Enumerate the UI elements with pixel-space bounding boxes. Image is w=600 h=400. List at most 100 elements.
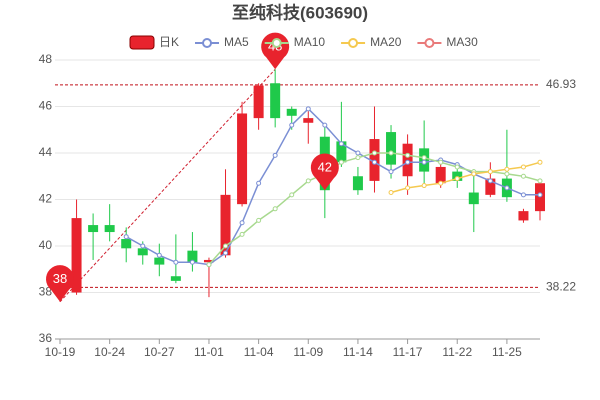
candle-body bbox=[468, 192, 479, 205]
candle-body bbox=[220, 194, 231, 256]
x-tick-label: 10-19 bbox=[45, 345, 76, 359]
candle-body bbox=[386, 132, 397, 165]
ma-point bbox=[223, 243, 229, 249]
ma-point bbox=[421, 159, 427, 165]
ma-point bbox=[537, 159, 543, 165]
candle-body bbox=[485, 178, 496, 195]
candle-body bbox=[352, 176, 363, 191]
candle-body bbox=[170, 276, 181, 281]
ma-point bbox=[421, 155, 427, 161]
y-tick-label: 42 bbox=[39, 192, 53, 206]
legend-swatch bbox=[348, 38, 359, 48]
marker-balloon bbox=[261, 32, 290, 70]
legend-swatch bbox=[271, 38, 282, 48]
ma-point bbox=[405, 159, 411, 165]
ma-point bbox=[123, 234, 129, 240]
candle-body bbox=[203, 259, 214, 263]
ma-point bbox=[405, 152, 411, 158]
y-tick-label: 38 bbox=[39, 285, 53, 299]
ma-point bbox=[388, 150, 394, 156]
ma-point bbox=[371, 150, 377, 156]
ma-point bbox=[355, 155, 361, 161]
legend-label: MA10 bbox=[294, 35, 326, 49]
y-tick-label: 36 bbox=[39, 331, 53, 345]
reference-label: 38.22 bbox=[546, 280, 576, 294]
ma-point bbox=[520, 164, 526, 170]
reference-label: 46.93 bbox=[546, 77, 576, 91]
ma-point bbox=[338, 141, 344, 147]
candle-body bbox=[88, 225, 99, 233]
x-tick-label: 11-17 bbox=[393, 345, 423, 359]
candle-body bbox=[104, 225, 115, 233]
ma-point bbox=[537, 192, 543, 198]
candle-body bbox=[336, 141, 347, 163]
ma-point bbox=[140, 243, 146, 249]
ma-point bbox=[272, 152, 278, 158]
marker-balloon bbox=[310, 153, 339, 191]
candle-body bbox=[270, 83, 281, 119]
ma-point bbox=[504, 171, 510, 177]
ma-point bbox=[487, 169, 493, 175]
candle-body bbox=[435, 166, 446, 184]
ma-point bbox=[289, 122, 295, 128]
ma-point bbox=[239, 231, 245, 237]
ma-point bbox=[189, 259, 195, 265]
ma-point bbox=[305, 106, 311, 112]
ma-point bbox=[256, 217, 262, 223]
x-tick-label: 11-04 bbox=[244, 345, 274, 359]
ma-point bbox=[504, 166, 510, 172]
ma-point bbox=[156, 252, 162, 258]
legend-swatch bbox=[202, 38, 213, 48]
legend-label: MA5 bbox=[224, 35, 249, 49]
candle-body bbox=[121, 239, 132, 249]
legend-swatch bbox=[129, 35, 155, 50]
marker-balloon bbox=[46, 265, 75, 302]
ma-point bbox=[173, 259, 179, 265]
ma-point bbox=[487, 178, 493, 184]
ma-point bbox=[421, 183, 427, 189]
legend-label: MA20 bbox=[370, 35, 402, 49]
ma-point bbox=[289, 192, 295, 198]
ma-point bbox=[388, 190, 394, 196]
candle-body bbox=[303, 118, 314, 123]
ma-line bbox=[390, 161, 541, 194]
candle-body bbox=[137, 248, 148, 256]
candle-body bbox=[187, 250, 198, 263]
ma-point bbox=[537, 178, 543, 184]
x-tick-label: 10-27 bbox=[144, 345, 175, 359]
chart-title: 至纯科技(603690) bbox=[232, 2, 368, 22]
y-tick-label: 48 bbox=[39, 52, 53, 66]
ma-point bbox=[355, 150, 361, 156]
ma-point bbox=[256, 180, 262, 186]
y-tick-label: 40 bbox=[39, 238, 53, 252]
ma-point bbox=[405, 185, 411, 191]
ma-point bbox=[322, 122, 328, 128]
ma-point bbox=[471, 171, 477, 177]
candle-body bbox=[286, 108, 297, 116]
ma-point bbox=[223, 250, 229, 256]
legend-swatch bbox=[424, 38, 435, 48]
candle-body bbox=[518, 211, 529, 221]
candle-body bbox=[237, 113, 248, 205]
ma-point bbox=[520, 192, 526, 198]
x-tick-label: 11-01 bbox=[194, 345, 224, 359]
x-tick-label: 11-25 bbox=[492, 345, 522, 359]
ma-point bbox=[454, 164, 460, 170]
ma-point bbox=[438, 180, 444, 186]
ma-point bbox=[239, 220, 245, 226]
ma-point bbox=[520, 173, 526, 179]
x-tick-label: 11-09 bbox=[293, 345, 323, 359]
legend-label: MA30 bbox=[446, 35, 478, 49]
x-tick-label: 11-22 bbox=[442, 345, 472, 359]
candle-body bbox=[253, 85, 264, 119]
ma-point bbox=[454, 176, 460, 182]
trend-line bbox=[59, 68, 276, 303]
ma-line bbox=[125, 107, 540, 266]
ma-point bbox=[438, 159, 444, 165]
marker-label: 42 bbox=[318, 160, 332, 175]
x-tick-label: 10-24 bbox=[94, 345, 125, 359]
candle-body bbox=[71, 218, 82, 293]
ma-point bbox=[388, 169, 394, 175]
ma-point bbox=[305, 178, 311, 184]
